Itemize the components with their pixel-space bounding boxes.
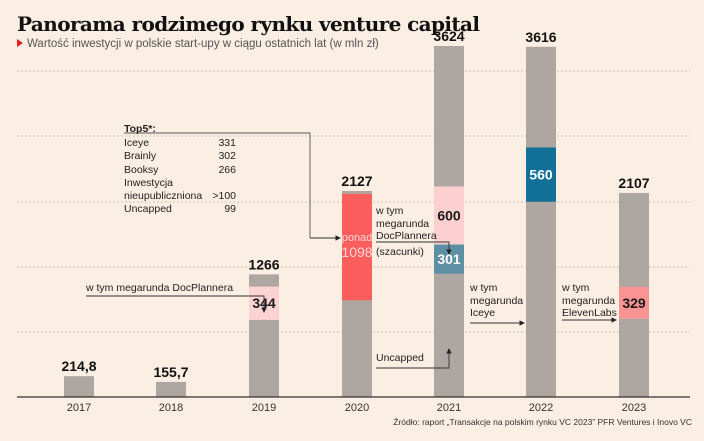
bar-value-label: 214,8 xyxy=(61,358,96,374)
top5-name: Iceye xyxy=(124,137,149,150)
top5-name: Booksy xyxy=(124,164,158,177)
docplanner-2019-arrow xyxy=(86,296,264,312)
annotation-szacunki: (szacunki) xyxy=(376,246,424,259)
bar-value-label: 3624 xyxy=(433,28,464,44)
annotation-iceye-2022: w tym megarunda Iceye xyxy=(470,282,522,320)
top5-name: Brainly xyxy=(124,150,156,163)
x-tick-label: 2019 xyxy=(252,402,276,414)
bar-value-label: 155,7 xyxy=(153,364,188,380)
top5-value: >100 xyxy=(212,190,236,203)
source-note: Źródło: raport „Transakcje na polskim ry… xyxy=(393,417,692,427)
top5-box: Top5*: Iceye331Brainly302Booksy266Inwest… xyxy=(124,123,236,216)
top5-row: Brainly 302 xyxy=(124,150,236,163)
bar-value-label: 2107 xyxy=(618,175,649,191)
highlight-label: 329 xyxy=(622,295,646,311)
highlight-prefix: ponad xyxy=(342,232,373,244)
top5-name: Inwestycja nieupubliczniona xyxy=(124,177,212,203)
top5-value: 302 xyxy=(218,150,236,163)
annotation-elevenlabs-2023: w tym megarunda ElevenLabs xyxy=(562,282,617,320)
top5-row: Iceye 331 xyxy=(124,137,236,150)
top5-value: 99 xyxy=(224,203,236,216)
top5-row: Inwestycja nieupubliczniona>100 xyxy=(124,177,236,203)
top5-value: 331 xyxy=(218,137,236,150)
bar-2017 xyxy=(64,376,94,397)
bar-value-label: 2127 xyxy=(341,173,372,189)
top5-value: 266 xyxy=(218,164,236,177)
top5-row: Booksy 266 xyxy=(124,164,236,177)
x-tick-label: 2021 xyxy=(437,402,461,414)
top5-name: Uncapped xyxy=(124,203,172,216)
top5-row: Uncapped 99 xyxy=(124,203,236,216)
highlight-label: 1098 xyxy=(341,244,372,260)
top5-title: Top5*: xyxy=(124,123,236,136)
annotation-uncapped-2021: Uncapped xyxy=(376,352,424,365)
annotation-docplanner-2021: w tym megarunda DocPlannera xyxy=(376,205,446,243)
chart-canvas: 214,8 2017 155,7 2018 1266 2019 2127 2020 3624 20… xyxy=(0,0,704,441)
bar-2022 xyxy=(526,47,556,397)
annotation-docplanner-2019: w tym megarunda DocPlannera xyxy=(86,282,233,295)
bar-value-label: 1266 xyxy=(248,256,279,272)
x-tick-label: 2022 xyxy=(529,402,553,414)
x-tick-label: 2017 xyxy=(67,402,91,414)
x-tick-label: 2018 xyxy=(159,402,183,414)
x-tick-label: 2020 xyxy=(345,402,369,414)
highlight-label: 560 xyxy=(529,167,553,183)
x-tick-label: 2023 xyxy=(622,402,646,414)
bar-value-label: 3616 xyxy=(525,29,556,45)
bar-2018 xyxy=(156,382,186,397)
